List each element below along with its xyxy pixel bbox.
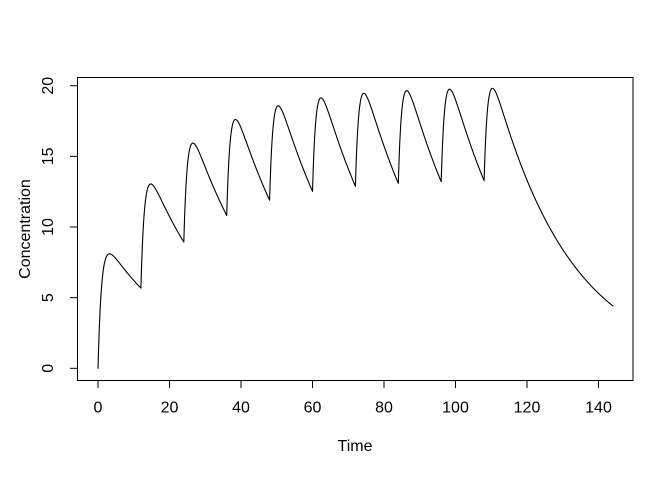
y-axis: 0 5 10 15 20 (40, 77, 78, 373)
x-tick-label: 140 (585, 400, 612, 417)
x-tick-label: 80 (375, 400, 393, 417)
concentration-curve (97, 87, 614, 369)
y-tick-label: 20 (40, 77, 57, 95)
y-tick-label: 5 (40, 293, 57, 302)
x-axis-title: Time (338, 438, 373, 455)
y-tick-label: 10 (40, 218, 57, 236)
y-tick-label: 15 (40, 147, 57, 165)
y-axis-title: Concentration (17, 179, 34, 279)
x-tick-label: 60 (304, 400, 322, 417)
x-tick-label: 20 (161, 400, 179, 417)
y-tick-label: 0 (40, 364, 57, 373)
plot-border (77, 77, 634, 381)
x-tick-label: 40 (232, 400, 250, 417)
x-tick-label: 100 (442, 400, 469, 417)
x-tick-label: 120 (514, 400, 541, 417)
x-tick-label: 0 (94, 400, 103, 417)
x-axis: 0 20 40 60 80 100 120 140 (94, 380, 612, 417)
